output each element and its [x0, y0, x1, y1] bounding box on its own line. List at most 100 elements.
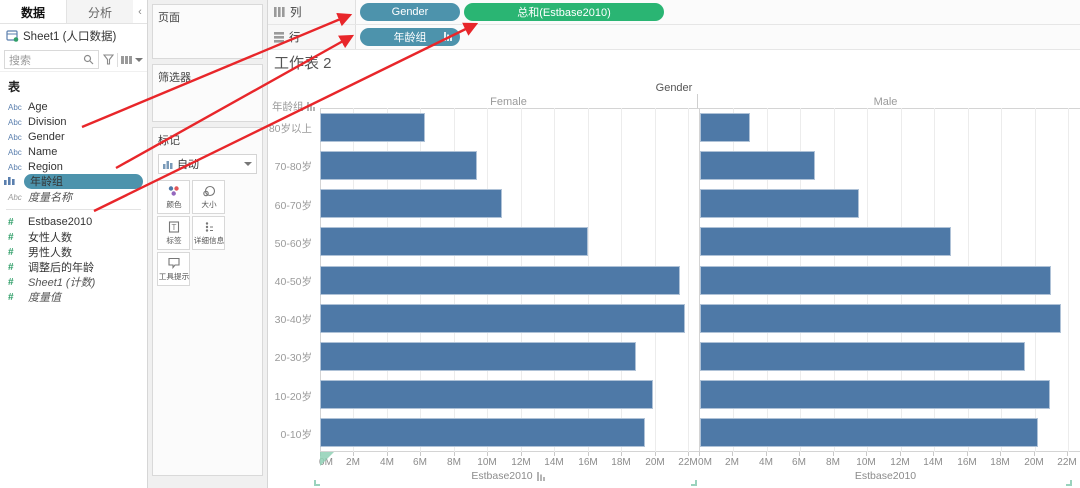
row-label-70-80岁: 70-80岁	[274, 161, 312, 173]
tick-label-16M: 16M	[578, 457, 598, 468]
tick-label-2M: 2M	[346, 457, 360, 468]
bar-Male-20-30岁[interactable]	[700, 342, 1025, 371]
tab-analytics[interactable]: 分析	[66, 0, 133, 23]
header-divider	[697, 94, 698, 108]
detail-button-label: 详细信息	[193, 235, 224, 245]
selection-bracket	[314, 480, 320, 486]
pill-sum-estbase2010[interactable]: 总和(Estbase2010)	[464, 3, 664, 21]
mark-type-icon	[163, 161, 173, 169]
tab-data[interactable]: 数据	[0, 0, 66, 23]
detail-icon	[205, 221, 213, 232]
x-axis-female[interactable]: 0M 2M 4M 6M 8M 10M 12M 14M 16M 18M 20M 22M	[319, 452, 698, 470]
axis-selection-handle[interactable]	[320, 452, 334, 466]
bar-Male-80岁以上[interactable]	[700, 113, 750, 142]
tooltip-icon	[167, 257, 180, 269]
bar-Female-20-30岁[interactable]	[320, 342, 636, 371]
sort-icon	[536, 471, 545, 481]
bar-Female-50-60岁[interactable]	[320, 227, 588, 256]
text-field-icon: Abc	[8, 162, 22, 172]
bar-Female-0-10岁[interactable]	[320, 418, 645, 447]
field-item-调整后的年龄[interactable]: # 调整后的年龄	[8, 261, 94, 274]
tick-mark	[1000, 452, 1001, 456]
pill-gender[interactable]: Gender	[360, 3, 460, 21]
measure-field-icon: #	[8, 246, 14, 258]
pages-shelf[interactable]: 页面	[152, 4, 263, 59]
field-item-女性人数[interactable]: # 女性人数	[8, 231, 72, 244]
bar-Male-60-70岁[interactable]	[700, 189, 859, 218]
field-item-Name[interactable]: Abc Name	[8, 145, 58, 158]
view-options-icon[interactable]	[121, 54, 132, 65]
bar-Male-30-40岁[interactable]	[700, 304, 1061, 333]
bar-Female-80岁以上[interactable]	[320, 113, 425, 142]
columns-shelf-label: 列	[268, 0, 356, 24]
bar-Male-0-10岁[interactable]	[700, 418, 1038, 447]
field-item-度量值[interactable]: # 度量值	[8, 291, 61, 304]
mark-type-value: 自动	[177, 159, 199, 171]
columns-shelf[interactable]: 列 Gender 总和(Estbase2010)	[268, 0, 1080, 25]
bar-Female-40-50岁[interactable]	[320, 266, 680, 295]
row-label-50-60岁: 50-60岁	[274, 238, 312, 250]
row-label-0-10岁: 0-10岁	[280, 429, 312, 441]
field-item-Division[interactable]: Abc Division	[8, 115, 67, 128]
bar-Female-60-70岁[interactable]	[320, 189, 502, 218]
tick-mark	[554, 452, 555, 456]
search-placeholder: 搜索	[9, 54, 31, 67]
field-item-度量名称[interactable]: Abc 度量名称	[8, 191, 72, 204]
field-item-Gender[interactable]: Abc Gender	[8, 130, 65, 143]
view-options-caret-icon[interactable]	[135, 57, 143, 62]
tick-label-20M: 20M	[1024, 457, 1044, 468]
size-button[interactable]: 大小	[192, 180, 225, 214]
row-label-10-20岁: 10-20岁	[274, 391, 312, 403]
field-item-Region[interactable]: Abc Region	[8, 160, 63, 173]
tooltip-button[interactable]: 工具提示	[157, 252, 190, 286]
bar-Female-70-80岁[interactable]	[320, 151, 477, 180]
measure-field-icon: #	[8, 261, 14, 273]
search-input[interactable]: 搜索	[4, 50, 99, 69]
column-field-header[interactable]: Gender	[655, 82, 693, 94]
mark-type-dropdown[interactable]: 自动	[158, 154, 257, 174]
row-label-20-30岁: 20-30岁	[274, 352, 312, 364]
pane-male	[699, 108, 1072, 452]
tick-label-4M: 4M	[380, 457, 394, 468]
x-axis-title-male[interactable]: Estbase2010	[854, 470, 917, 482]
bar-Male-70-80岁[interactable]	[700, 151, 815, 180]
rows-icon	[274, 31, 284, 43]
filters-shelf[interactable]: 筛选器	[152, 64, 263, 122]
bar-Male-40-50岁[interactable]	[700, 266, 1051, 295]
field-item-Estbase2010[interactable]: # Estbase2010	[8, 215, 93, 228]
pane-header-male[interactable]: Male	[873, 96, 898, 108]
collapse-pane-icon[interactable]: ‹	[138, 5, 142, 18]
x-axis-title-female[interactable]: Estbase2010	[320, 470, 697, 482]
data-pane: 数据 分析 ‹ Sheet1 (人口数据) 搜索 表 Abc Age Abc Divi…	[0, 0, 148, 488]
field-item-Age[interactable]: Abc Age	[8, 100, 48, 113]
tick-mark	[487, 452, 488, 456]
bar-Female-30-40岁[interactable]	[320, 304, 685, 333]
measure-field-icon: #	[8, 216, 14, 228]
rows-shelf-content: 年龄组	[356, 25, 1080, 49]
tick-label-8M: 8M	[826, 457, 840, 468]
x-axis-male[interactable]: 0M 2M 4M 6M 8M 10M 12M 14M 16M 18M 20M 22M	[698, 452, 1077, 470]
color-button[interactable]: 颜色	[157, 180, 190, 214]
field-item-男性人数[interactable]: # 男性人数	[8, 246, 72, 259]
field-item-Sheet1 (计数)[interactable]: # Sheet1 (计数)	[8, 276, 96, 289]
filter-fields-icon[interactable]	[103, 54, 114, 65]
detail-button[interactable]: 详细信息	[192, 216, 225, 250]
label-button[interactable]: T 标签	[157, 216, 190, 250]
field-item-年龄组[interactable]: 年龄组	[0, 174, 147, 189]
text-field-icon: Abc	[8, 132, 22, 142]
bar-Male-50-60岁[interactable]	[700, 227, 951, 256]
tick-mark	[1067, 452, 1068, 456]
tick-mark	[900, 452, 901, 456]
tick-label-14M: 14M	[544, 457, 564, 468]
pane-header-female[interactable]: Female	[490, 96, 527, 108]
datasource-name: Sheet1 (人口数据)	[23, 31, 117, 43]
worksheet-area: 列 Gender 总和(Estbase2010) 行 年龄组 工作表 2 Gen…	[268, 0, 1080, 488]
bar-Female-10-20岁[interactable]	[320, 380, 653, 409]
datasource-item[interactable]: Sheet1 (人口数据)	[0, 24, 147, 48]
pill-age-group[interactable]: 年龄组	[360, 28, 460, 46]
rows-shelf[interactable]: 行 年龄组	[268, 25, 1080, 50]
columns-icon	[274, 7, 285, 17]
bar-Male-10-20岁[interactable]	[700, 380, 1050, 409]
tick-mark	[353, 452, 354, 456]
tick-label-20M: 20M	[645, 457, 665, 468]
